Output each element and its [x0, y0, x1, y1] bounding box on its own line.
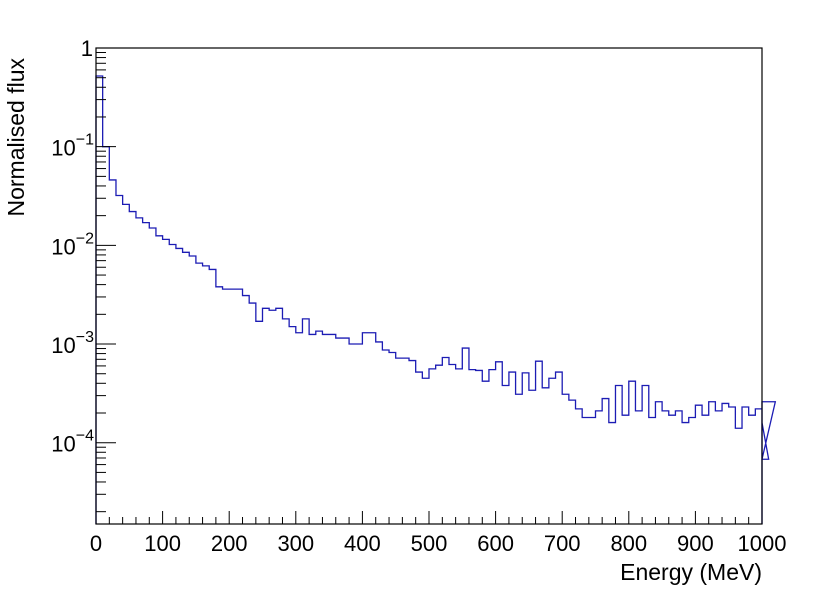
y-axis: 1 10−1 10−2 10−3 10−4 [51, 36, 116, 513]
y-tick-label: 10−2 [51, 230, 94, 259]
y-tick-label: 10−4 [51, 428, 94, 457]
x-tick-label: 100 [144, 531, 181, 556]
x-tick-label: 800 [610, 531, 647, 556]
x-tick-label: 1000 [738, 531, 787, 556]
x-tick-label: 700 [544, 531, 581, 556]
x-tick-label: 0 [90, 531, 102, 556]
x-axis: 0 100 200 300 400 500 600 700 800 900 1000 [90, 511, 787, 556]
x-tick-label: 600 [477, 531, 514, 556]
x-tick-label: 900 [677, 531, 714, 556]
y-tick-label: 1 [81, 36, 93, 61]
y-tick-label: 10−3 [51, 329, 94, 358]
series-layer [95, 75, 777, 524]
x-axis-title: Energy (MeV) [620, 559, 762, 585]
x-tick-label: 400 [344, 531, 381, 556]
histogram-series-line [95, 75, 777, 524]
x-tick-label: 200 [211, 531, 248, 556]
x-tick-label: 300 [277, 531, 314, 556]
x-tick-label: 500 [411, 531, 448, 556]
y-tick-label: 10−1 [51, 132, 94, 161]
plot-frame [95, 47, 763, 525]
y-axis-title: Normalised flux [3, 58, 29, 217]
